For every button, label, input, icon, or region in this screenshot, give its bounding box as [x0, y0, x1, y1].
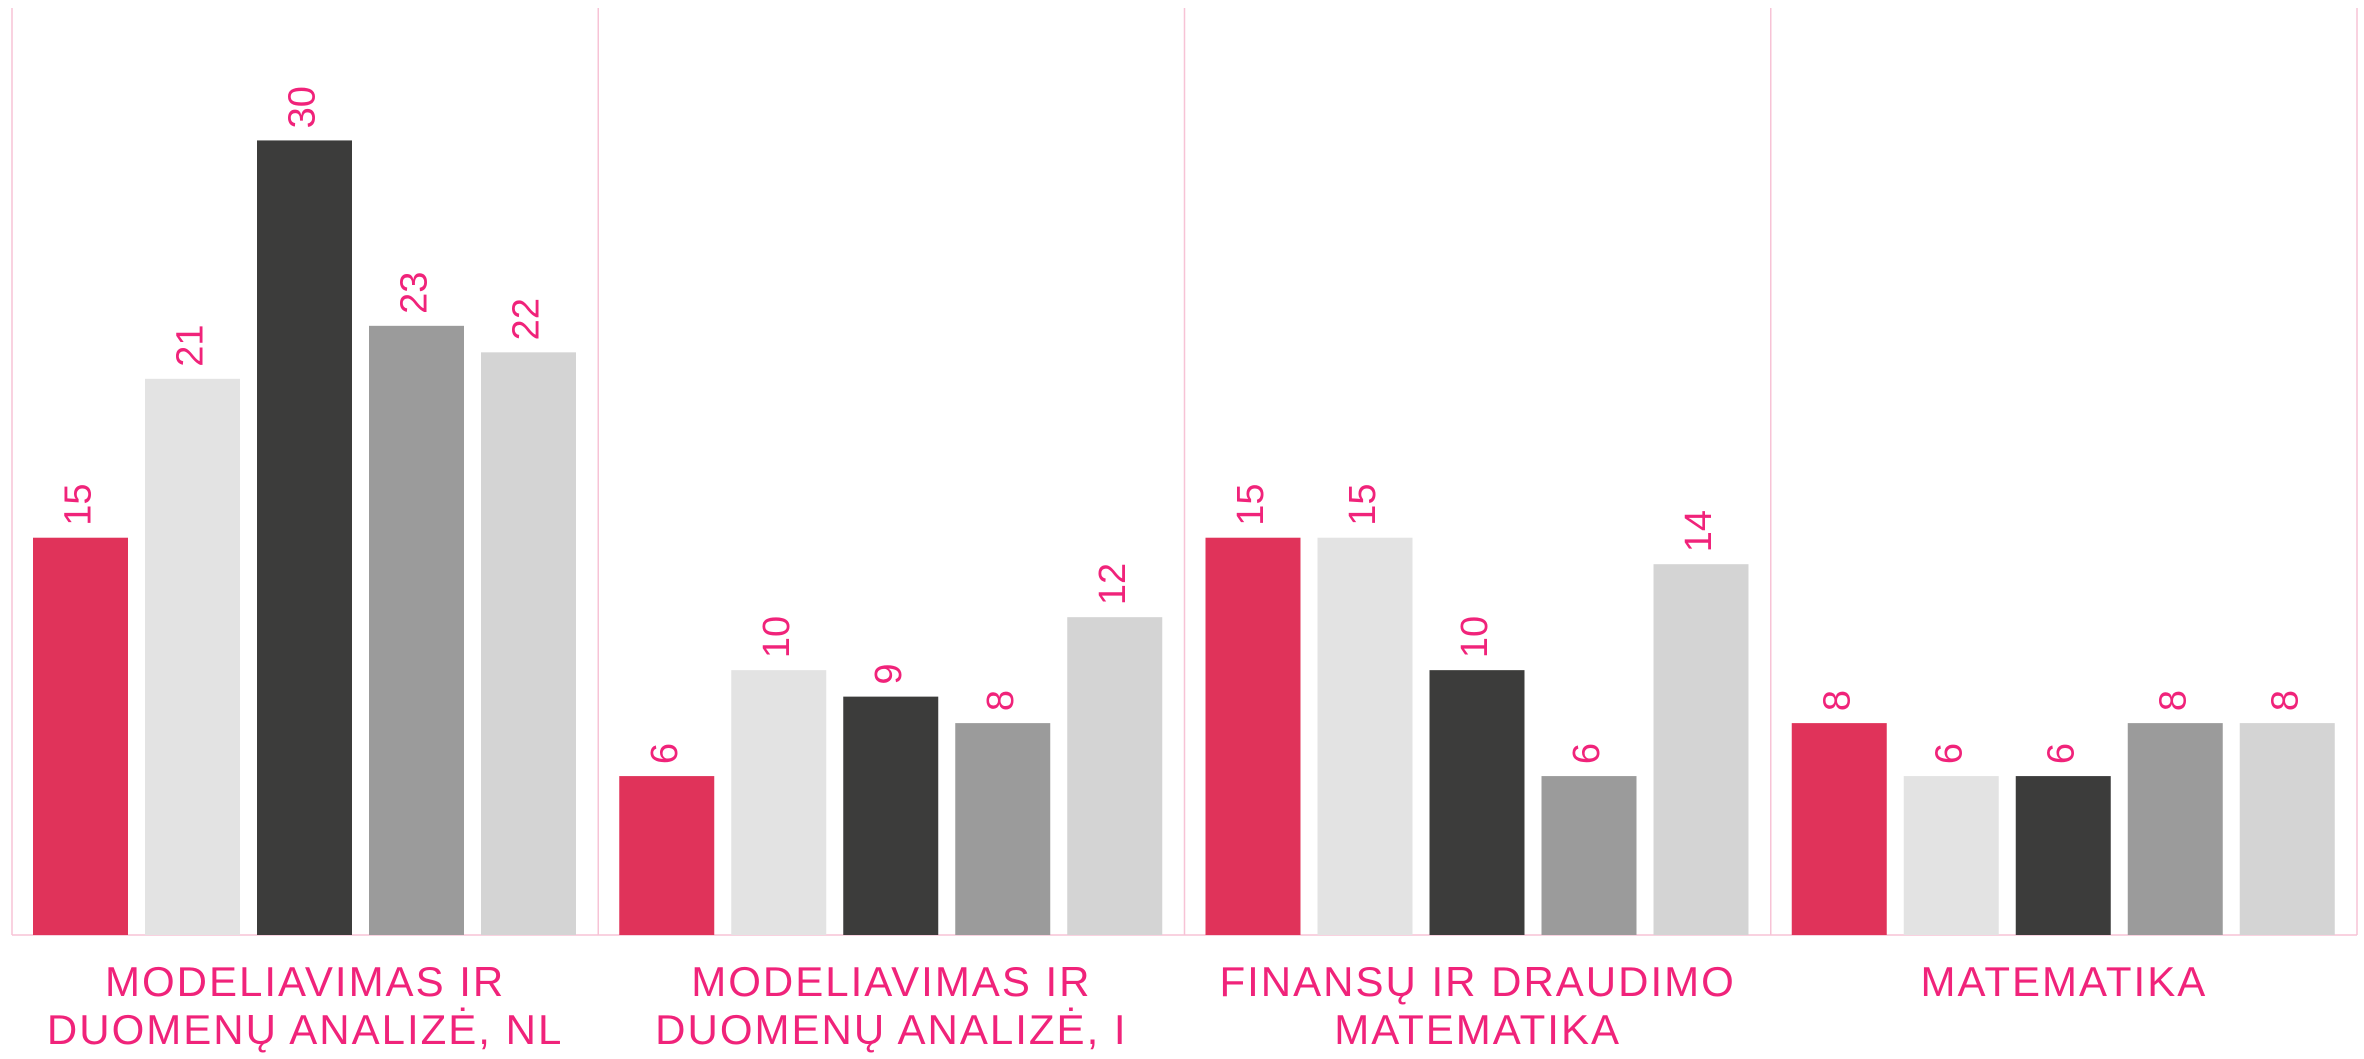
bar [1205, 537, 1301, 935]
value-label: 6 [2040, 743, 2082, 764]
value-label: 22 [506, 298, 548, 340]
value-label: 10 [756, 616, 798, 658]
bar [2127, 723, 2223, 935]
bar [619, 776, 715, 935]
bar [1541, 776, 1637, 935]
bar [2015, 776, 2111, 935]
value-label: 6 [644, 743, 686, 764]
value-label: 10 [1454, 616, 1496, 658]
value-label: 15 [1342, 483, 1384, 525]
bar [481, 352, 576, 935]
value-label: 21 [170, 325, 212, 367]
value-label: 15 [1230, 483, 1272, 525]
bar [843, 696, 939, 935]
bar [369, 325, 464, 935]
bar [33, 537, 128, 935]
value-label: 8 [2152, 690, 2194, 711]
value-label: 14 [1678, 510, 1720, 552]
value-label: 9 [868, 663, 910, 684]
category-label: MATEMATIKA [1920, 958, 2208, 1005]
category-label: MODELIAVIMAS IR DUOMENŲ ANALIZĖ, I [655, 958, 1128, 1053]
bar [145, 378, 240, 935]
value-label: 15 [58, 483, 100, 525]
category-label: FINANSŲ IR DRAUDIMO MATEMATIKA [1219, 958, 1736, 1053]
bar [1429, 670, 1525, 935]
bar [2239, 723, 2335, 935]
value-label: 6 [1928, 743, 1970, 764]
value-label: 8 [1816, 690, 1858, 711]
bar [1903, 776, 1999, 935]
value-label: 23 [394, 272, 436, 314]
bar [1067, 617, 1163, 935]
value-label: 6 [1566, 743, 1608, 764]
bar [1317, 537, 1413, 935]
value-label: 8 [2264, 690, 2306, 711]
value-label: 12 [1092, 563, 1134, 605]
value-label: 30 [282, 86, 324, 128]
category-label: MODELIAVIMAS IR DUOMENŲ ANALIZĖ, NL [46, 958, 564, 1053]
bar [731, 670, 827, 935]
bar [1791, 723, 1887, 935]
bar [257, 140, 352, 935]
value-label: 8 [980, 690, 1022, 711]
bar [955, 723, 1051, 935]
bar [1653, 564, 1749, 935]
